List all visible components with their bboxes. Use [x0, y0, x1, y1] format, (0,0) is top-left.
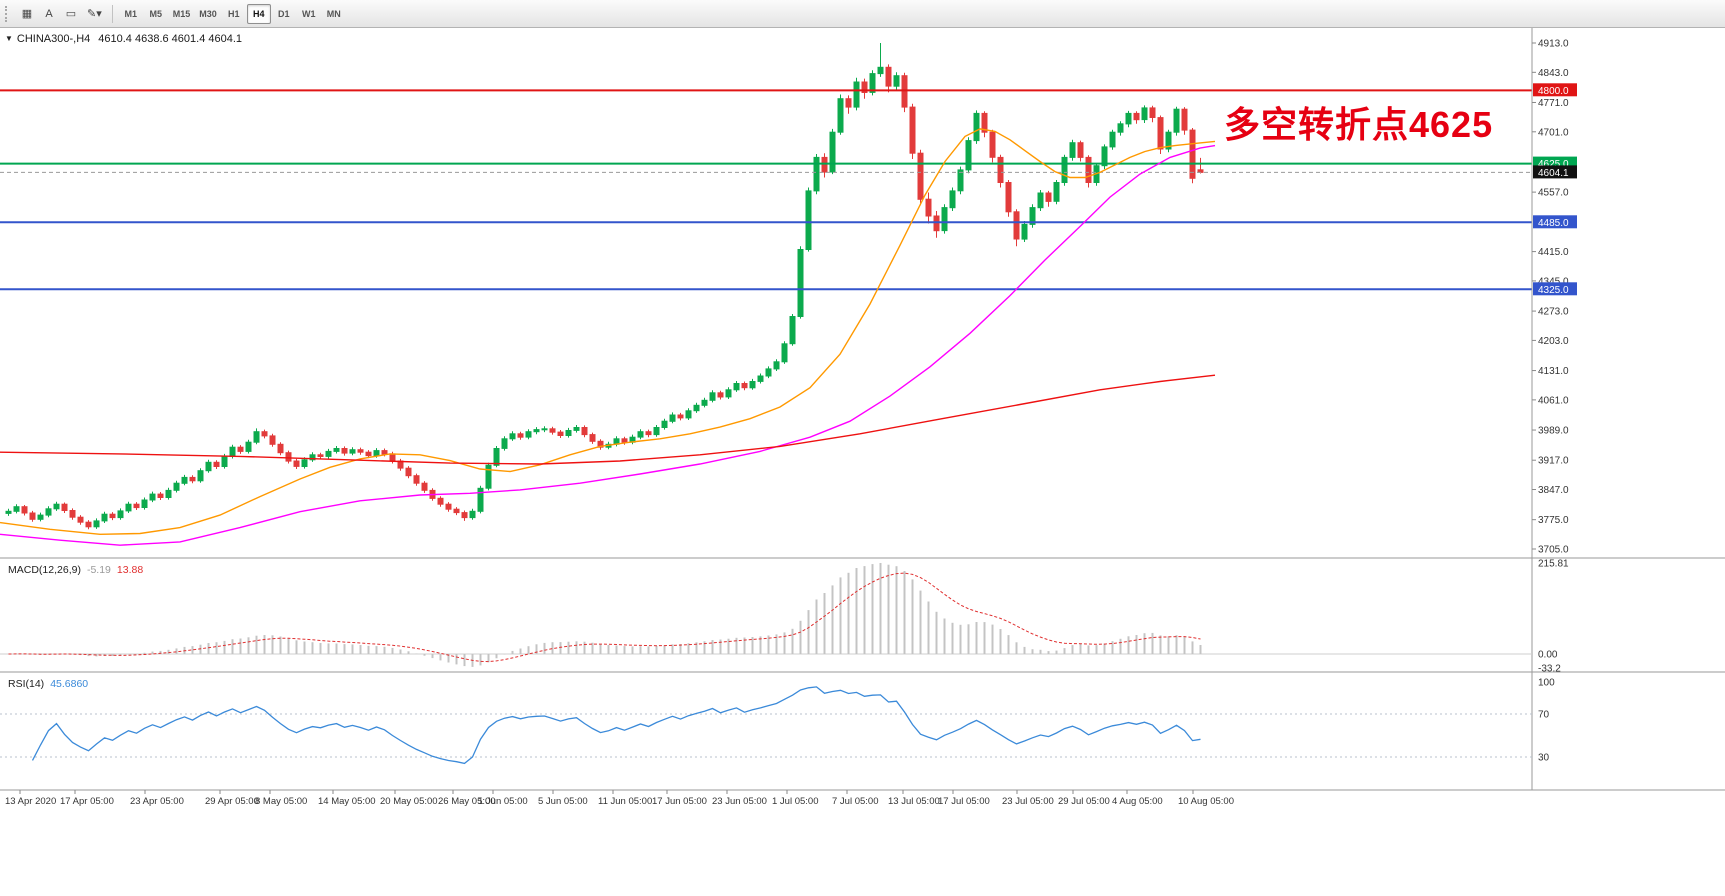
timeframe-button-m5[interactable]: M5 — [149, 8, 162, 19]
svg-text:1 Jun 05:00: 1 Jun 05:00 — [478, 796, 528, 807]
svg-text:4 Aug 05:00: 4 Aug 05:00 — [1112, 796, 1163, 807]
ma-mid-magenta — [0, 144, 1216, 546]
svg-text:3847.0: 3847.0 — [1538, 485, 1569, 496]
annotation-text[interactable]: 多空转折点4625 — [1224, 104, 1494, 145]
svg-text:29 Jul 05:00: 29 Jul 05:00 — [1058, 796, 1110, 807]
svg-text:4485.0: 4485.0 — [1538, 218, 1569, 229]
svg-text:23 Jun 05:00: 23 Jun 05:00 — [712, 796, 767, 807]
svg-text:4325.0: 4325.0 — [1538, 285, 1569, 296]
toolbar: ▦ A ▭ ✎▾ M1 M5 M15 M30 H1 H4 D1 W1 MN — [0, 0, 1725, 28]
svg-text:17 Jun 05:00: 17 Jun 05:00 — [652, 796, 707, 807]
svg-text:4061.0: 4061.0 — [1538, 395, 1569, 406]
svg-text:13 Apr 2020: 13 Apr 2020 — [5, 796, 56, 807]
svg-text:17 Apr 05:00: 17 Apr 05:00 — [60, 796, 114, 807]
svg-text:4415.0: 4415.0 — [1538, 247, 1569, 258]
svg-text:13 Jul 05:00: 13 Jul 05:00 — [888, 796, 940, 807]
line-tools-dropdown[interactable]: ✎▾ — [87, 8, 102, 20]
macd-signal-value: 13.88 — [116, 564, 144, 576]
svg-text:100: 100 — [1538, 677, 1555, 688]
svg-text:4273.0: 4273.0 — [1538, 307, 1569, 318]
svg-text:20 May 05:00: 20 May 05:00 — [380, 796, 438, 807]
svg-text:4843.0: 4843.0 — [1538, 68, 1569, 79]
timeframe-button-mn[interactable]: MN — [326, 8, 341, 19]
ma-slow-red — [0, 374, 1216, 465]
svg-text:4203.0: 4203.0 — [1538, 336, 1569, 347]
svg-text:5 Jun 05:00: 5 Jun 05:00 — [538, 796, 588, 807]
svg-text:3705.0: 3705.0 — [1538, 545, 1569, 556]
annotate-a-button[interactable]: A — [45, 7, 53, 20]
macd-name: MACD(12,26,9) — [8, 564, 81, 576]
svg-text:29 Apr 05:00: 29 Apr 05:00 — [205, 796, 259, 807]
macd-histogram — [15, 563, 1202, 667]
collapse-triangle-icon[interactable]: ▼ — [5, 34, 13, 43]
timeframe-group: M1 M5 M15 M30 H1 H4 D1 W1 MN — [119, 3, 346, 24]
timeframe-button-m1[interactable]: M1 — [124, 8, 137, 19]
svg-text:0.00: 0.00 — [1538, 650, 1558, 661]
price-axis[interactable]: 4913.0 4843.0 4771.0 4701.0 4557.0 4415.0 4345… — [1532, 39, 1569, 556]
horizontal-levels[interactable] — [0, 89, 1532, 291]
svg-text:215.81: 215.81 — [1538, 559, 1569, 570]
svg-text:4701.0: 4701.0 — [1538, 127, 1569, 138]
timeframe-button-h4[interactable]: H4 — [246, 3, 271, 24]
time-axis[interactable]: 13 Apr 2020 17 Apr 05:00 23 Apr 05:00 29 Ap… — [5, 790, 1234, 807]
svg-text:4625.0: 4625.0 — [1538, 159, 1569, 170]
svg-text:26 May 05:00: 26 May 05:00 — [438, 796, 496, 807]
svg-text:7 Jul 05:00: 7 Jul 05:00 — [832, 796, 878, 807]
timeframe-button-m30[interactable]: M30 — [199, 8, 217, 19]
svg-text:23 Apr 05:00: 23 Apr 05:00 — [130, 796, 184, 807]
svg-text:17 Jul 05:00: 17 Jul 05:00 — [938, 796, 990, 807]
svg-text:3989.0: 3989.0 — [1538, 426, 1569, 437]
svg-text:30: 30 — [1538, 753, 1550, 764]
svg-text:1 Jul 05:00: 1 Jul 05:00 — [772, 796, 818, 807]
toolbar-separator — [111, 4, 113, 23]
svg-text:3775.0: 3775.0 — [1538, 515, 1569, 526]
svg-text:4771.0: 4771.0 — [1538, 98, 1569, 109]
chart-grid-icon[interactable]: ▦ — [21, 8, 33, 20]
svg-text:70: 70 — [1538, 710, 1550, 721]
symbol-name: CHINA300-,H4 — [16, 33, 91, 45]
svg-text:4913.0: 4913.0 — [1538, 39, 1569, 50]
svg-text:14 May 05:00: 14 May 05:00 — [318, 796, 376, 807]
toolbar-drag-handle[interactable] — [5, 5, 11, 22]
macd-signal-line — [8, 572, 1201, 663]
chart-title: ▼ CHINA300-,H4 4610.4 4638.6 4601.4 4604.1 — [5, 33, 242, 45]
svg-text:4557.0: 4557.0 — [1538, 188, 1569, 199]
candles-layer — [5, 43, 1204, 530]
svg-text:4131.0: 4131.0 — [1538, 366, 1569, 377]
tool-icons-group: ▦ A ▭ ✎▾ — [17, 4, 106, 24]
svg-text:4345.0: 4345.0 — [1538, 276, 1569, 287]
timeframe-button-d1[interactable]: D1 — [278, 8, 290, 19]
timeframe-button-m15[interactable]: M15 — [172, 8, 191, 19]
rsi-label: RSI(14) 45.6860 — [8, 678, 88, 690]
svg-text:10 Aug 05:00: 10 Aug 05:00 — [1178, 796, 1234, 807]
svg-text:8 May 05:00: 8 May 05:00 — [255, 796, 307, 807]
svg-text:4800.0: 4800.0 — [1538, 86, 1569, 97]
timeframe-button-w1[interactable]: W1 — [302, 8, 316, 19]
macd-main-value: -5.19 — [86, 564, 111, 576]
timeframe-button-h1[interactable]: H1 — [228, 8, 240, 19]
ohlc-values: 4610.4 4638.6 4601.4 4604.1 — [98, 33, 243, 45]
rsi-line — [31, 686, 1201, 765]
svg-text:3917.0: 3917.0 — [1538, 456, 1569, 467]
svg-text:4604.1: 4604.1 — [1538, 168, 1569, 179]
ma-fast-orange — [0, 128, 1216, 536]
svg-text:23 Jul 05:00: 23 Jul 05:00 — [1002, 796, 1054, 807]
macd-label: MACD(12,26,9) -5.19 13.88 — [8, 564, 143, 576]
svg-text:11 Jun 05:00: 11 Jun 05:00 — [598, 796, 652, 807]
rsi-name: RSI(14) — [8, 678, 45, 690]
rsi-value: 45.6860 — [50, 678, 89, 690]
chart-canvas[interactable]: 4913.0 4843.0 4771.0 4701.0 4557.0 4415.0 4345… — [0, 28, 1725, 896]
svg-text:-33.2: -33.2 — [1538, 664, 1561, 675]
frame-tool-icon[interactable]: ▭ — [65, 8, 77, 20]
